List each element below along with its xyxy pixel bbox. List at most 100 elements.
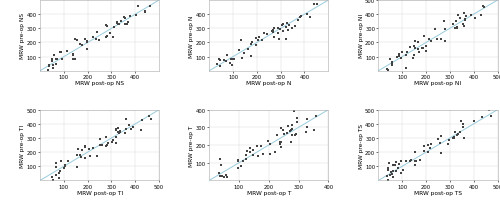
Point bbox=[384, 69, 392, 72]
Point bbox=[478, 116, 486, 119]
Point bbox=[395, 55, 403, 58]
Point bbox=[83, 48, 91, 51]
Point bbox=[104, 142, 112, 145]
Point bbox=[294, 19, 302, 22]
Point bbox=[410, 151, 418, 154]
Point bbox=[426, 146, 434, 150]
Point bbox=[102, 35, 110, 39]
Point bbox=[54, 171, 62, 174]
Point bbox=[383, 68, 391, 71]
Point bbox=[72, 154, 80, 157]
Point bbox=[416, 51, 424, 55]
Point bbox=[288, 133, 296, 137]
Point bbox=[453, 134, 461, 137]
Point bbox=[388, 170, 396, 173]
Point bbox=[48, 175, 56, 178]
Point bbox=[112, 142, 120, 145]
Point bbox=[244, 48, 252, 52]
Point bbox=[278, 24, 285, 28]
Point bbox=[470, 120, 478, 123]
Point bbox=[52, 58, 60, 61]
Point bbox=[406, 47, 414, 50]
Point bbox=[391, 163, 399, 167]
Point bbox=[406, 159, 414, 162]
Point bbox=[81, 38, 89, 41]
Point bbox=[270, 37, 278, 40]
Point bbox=[70, 54, 78, 58]
Point bbox=[445, 139, 453, 142]
Point bbox=[276, 143, 284, 146]
Point bbox=[226, 62, 234, 66]
Point bbox=[220, 176, 228, 179]
Point bbox=[70, 53, 78, 57]
Point bbox=[98, 143, 106, 147]
Point bbox=[394, 166, 402, 170]
Point bbox=[450, 137, 458, 140]
Point bbox=[214, 58, 222, 62]
Point bbox=[276, 28, 284, 31]
Point bbox=[103, 25, 111, 28]
Point bbox=[303, 118, 311, 121]
Point bbox=[63, 51, 71, 54]
Point bbox=[420, 144, 428, 147]
Y-axis label: MRW pre-op N: MRW pre-op N bbox=[190, 15, 194, 57]
Point bbox=[102, 24, 110, 27]
Point bbox=[237, 39, 245, 42]
Point bbox=[49, 178, 57, 182]
Point bbox=[452, 20, 460, 23]
Point bbox=[254, 154, 262, 158]
Point bbox=[86, 155, 94, 158]
Point bbox=[434, 137, 442, 141]
Point bbox=[108, 36, 116, 39]
Point bbox=[112, 129, 120, 132]
Point bbox=[52, 162, 60, 165]
Point bbox=[392, 170, 400, 173]
Point bbox=[458, 119, 466, 123]
Point bbox=[92, 39, 100, 42]
Point bbox=[453, 27, 461, 31]
Point bbox=[438, 135, 446, 138]
Point bbox=[432, 39, 440, 42]
Point bbox=[441, 28, 449, 32]
Point bbox=[247, 55, 255, 58]
Point bbox=[402, 54, 410, 58]
Point bbox=[76, 153, 84, 157]
Point bbox=[254, 37, 262, 40]
Point bbox=[425, 38, 433, 41]
Point bbox=[422, 50, 430, 53]
Point bbox=[386, 173, 394, 176]
Point bbox=[257, 144, 265, 148]
X-axis label: MRW post-op TS: MRW post-op TS bbox=[414, 190, 462, 195]
Point bbox=[284, 132, 292, 135]
Y-axis label: MRW pre-op NI: MRW pre-op NI bbox=[358, 14, 364, 58]
Point bbox=[400, 169, 407, 172]
Point bbox=[302, 13, 310, 17]
Point bbox=[461, 19, 469, 22]
Point bbox=[283, 22, 291, 25]
Point bbox=[277, 141, 285, 144]
Point bbox=[450, 136, 458, 139]
Point bbox=[90, 147, 98, 150]
Point bbox=[248, 42, 256, 45]
Point bbox=[113, 23, 121, 26]
Point bbox=[392, 161, 400, 164]
Point bbox=[270, 28, 278, 31]
Point bbox=[218, 164, 226, 167]
Point bbox=[431, 28, 439, 32]
Point bbox=[288, 127, 296, 131]
Point bbox=[45, 65, 53, 69]
Point bbox=[460, 25, 468, 28]
Point bbox=[398, 51, 406, 54]
Point bbox=[403, 51, 411, 54]
Point bbox=[44, 69, 52, 72]
Point bbox=[254, 40, 262, 43]
Point bbox=[418, 47, 426, 50]
Point bbox=[284, 124, 292, 128]
Point bbox=[454, 14, 462, 17]
Point bbox=[115, 132, 123, 135]
Y-axis label: MRW pre-op T: MRW pre-op T bbox=[190, 125, 194, 166]
Point bbox=[246, 147, 254, 150]
Point bbox=[292, 121, 300, 124]
Point bbox=[387, 171, 395, 174]
Point bbox=[80, 156, 88, 159]
